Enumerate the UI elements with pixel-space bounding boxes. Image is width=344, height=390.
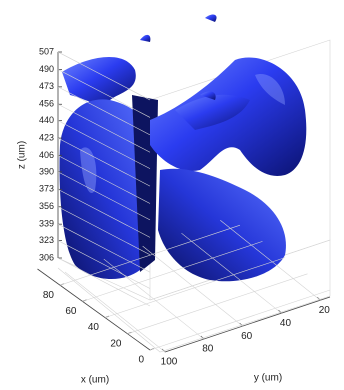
x-tick-label: 80 (43, 290, 55, 301)
grid-line (57, 240, 151, 289)
x-axis (37, 268, 151, 351)
grid-line (57, 137, 151, 187)
z-axis-label: z (um) (17, 141, 28, 169)
y-axis (164, 296, 331, 353)
x-tick-label: 60 (65, 306, 77, 317)
y-tick-label: 80 (202, 344, 214, 355)
grid-line (64, 271, 166, 353)
x-tick-label: 20 (110, 338, 122, 349)
z-tick-label: 390 (39, 166, 54, 176)
grid-line (59, 224, 241, 286)
grid-line (220, 220, 321, 301)
grid-line (181, 232, 282, 314)
x-tick-label: 40 (88, 322, 100, 333)
grid-line (57, 223, 151, 273)
isosurface (59, 14, 307, 282)
grid-line (57, 104, 151, 153)
grid-line (127, 273, 308, 335)
z-tick-label: 356 (39, 201, 54, 211)
grid-line (57, 155, 151, 204)
grid-line (142, 245, 243, 327)
y-tick-label: 40 (280, 318, 292, 329)
grid-line (103, 258, 205, 340)
grid-line (82, 241, 263, 302)
grid-line (57, 189, 151, 238)
grid-line (57, 120, 151, 169)
z-tick-label: 473 (39, 81, 54, 91)
grid-line (57, 86, 151, 136)
z-tick-label: 456 (39, 99, 54, 109)
z-tick-label: 490 (39, 64, 54, 74)
grid-line (104, 257, 286, 318)
z-tick-label: 406 (39, 150, 54, 160)
z-tick-label: 440 (39, 115, 54, 125)
y-axis-label: y (um) (254, 373, 282, 384)
z-tick-label: 373 (39, 184, 54, 194)
grid-line (57, 171, 151, 221)
z-tick-label: 339 (39, 219, 54, 229)
grid-line (57, 69, 151, 118)
y-tick-label: 60 (241, 331, 253, 342)
z-tick-label: 423 (39, 132, 54, 142)
z-tick-label: 323 (39, 235, 54, 245)
x-axis-label: x (um) (81, 375, 109, 386)
z-tick-label: 306 (39, 252, 54, 262)
grid-line (149, 289, 331, 351)
z-tick-label: 507 (39, 46, 54, 56)
grid-line (57, 206, 151, 256)
x-tick-label: 0 (138, 355, 144, 366)
grid-line (57, 51, 151, 101)
grid-line (57, 257, 151, 307)
y-tick-label: 20 (319, 305, 331, 316)
y-tick-label: 100 (161, 357, 178, 368)
